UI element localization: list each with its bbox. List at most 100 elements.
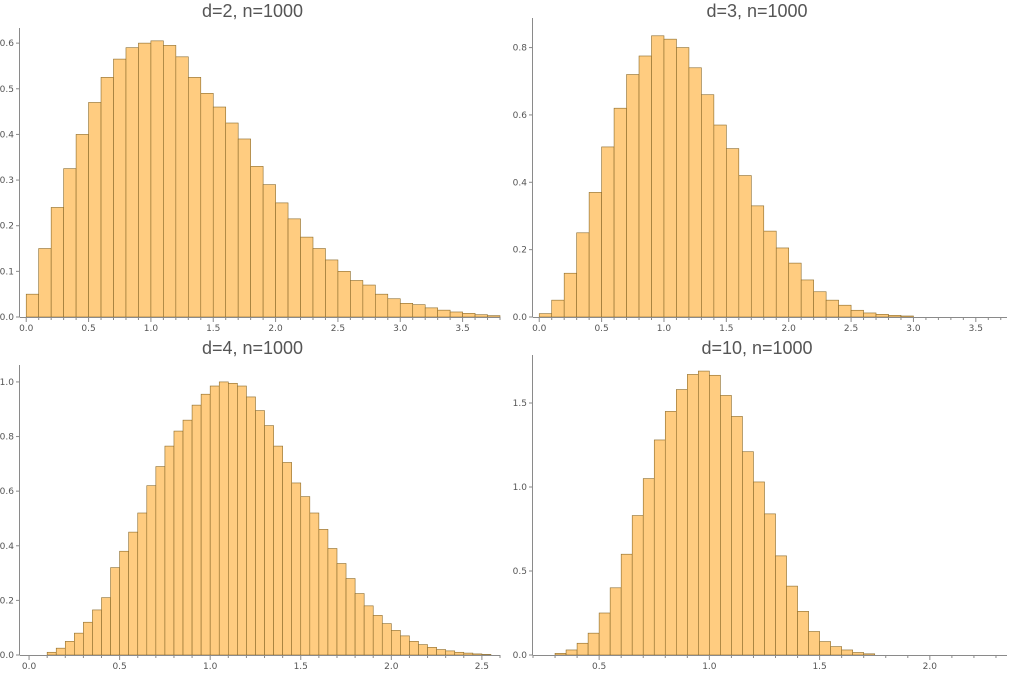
histogram-bar <box>863 653 876 656</box>
y-tick-label: 0.2 <box>513 246 527 256</box>
histogram-bar <box>852 652 864 656</box>
x-tick-label: 0.0 <box>532 324 547 334</box>
histogram-bar <box>763 230 777 318</box>
panel-d2: d=2, n=1000 0.0 0.5 1.0 1.5 2.0 2.5 3.0 3.5 0.0 0… <box>0 0 505 337</box>
histogram-bar <box>863 312 877 318</box>
histogram-bar <box>375 293 389 318</box>
histogram-bar <box>412 304 426 318</box>
histogram-bar <box>588 192 602 318</box>
y-tick-label: 1.0 <box>0 378 14 388</box>
y-tick-label: 0.6 <box>0 487 14 497</box>
histogram-bar <box>750 205 765 318</box>
panel-d3: d=3, n=1000 0.0 0.5 1.0 1.5 2.0 2.5 3.0 3.5 0.0 0… <box>505 0 1009 337</box>
panel-d10: d=10, n=1000 0.5 1.0 1.5 2.0 0.0 0.5 1.0 1.5 <box>505 337 1009 674</box>
histogram-bar <box>775 555 787 656</box>
histogram-bar <box>454 651 465 656</box>
histogram-bar <box>273 445 283 656</box>
x-tick-label: 1.0 <box>203 662 218 672</box>
histogram-bar <box>850 309 864 318</box>
x-tick-label: 0.0 <box>19 324 34 334</box>
histogram-bar <box>25 293 39 318</box>
chart-title: d=4, n=1000 <box>201 338 304 358</box>
histogram-bar <box>698 370 710 656</box>
histogram-bar <box>164 445 175 656</box>
x-tick-label: 2.0 <box>268 324 283 334</box>
x-tick-label: 1.0 <box>657 324 672 334</box>
histogram-bar <box>738 175 752 318</box>
y-tick-label: 0.0 <box>513 313 528 323</box>
y-tick-label: 0.6 <box>513 111 528 121</box>
histogram-bar <box>38 248 52 318</box>
histogram-bar <box>264 425 274 656</box>
x-tick-label: 1.0 <box>702 662 717 672</box>
chart-title: d=10, n=1000 <box>701 338 813 358</box>
histogram-bar <box>64 641 75 656</box>
histogram-bar <box>137 512 148 656</box>
histogram-bar <box>653 439 666 656</box>
histogram-bar <box>188 77 202 318</box>
histogram-bar <box>309 512 320 656</box>
histogram-bar <box>463 652 474 656</box>
x-tick-label: 1.5 <box>206 324 220 334</box>
x-tick-label: 0.5 <box>592 662 606 672</box>
x-tick-label: 2.5 <box>844 324 858 334</box>
x-tick-label: 3.0 <box>393 324 408 334</box>
histogram-bar <box>237 138 251 318</box>
histogram-bar <box>713 124 727 318</box>
y-tick-label: 0.5 <box>0 85 14 95</box>
y-tick-label: 0.3 <box>0 176 14 186</box>
histogram-bar <box>449 311 463 318</box>
y-tick-label: 0.0 <box>0 313 14 323</box>
histogram-bar <box>786 585 798 656</box>
histogram-bar <box>318 529 329 656</box>
histogram-bar <box>312 248 326 318</box>
x-tick-label: 1.5 <box>294 662 308 672</box>
histogram-bar <box>427 647 437 656</box>
histogram-bar <box>424 307 438 318</box>
histogram-bar <box>808 631 820 656</box>
histogram-bar <box>255 410 265 656</box>
y-tick-label: 0.4 <box>0 542 14 552</box>
panel-d4: d=4, n=1000 0.0 0.5 1.0 1.5 2.0 2.5 0.0 0.2 0.4 0… <box>0 337 505 674</box>
histogram-bar <box>436 649 446 656</box>
histogram-bar <box>350 280 364 318</box>
histogram-bar <box>246 396 256 656</box>
histogram-bar <box>110 567 120 656</box>
y-tick-label: 1.0 <box>513 483 528 493</box>
histogram-bar <box>642 478 655 656</box>
histogram-bar <box>775 247 790 318</box>
histogram-bar <box>291 482 302 656</box>
histogram-bar <box>576 232 590 318</box>
y-tick-label: 0.6 <box>0 39 14 49</box>
x-tick-label: 2.5 <box>331 324 345 334</box>
y-tick-label: 0.0 <box>513 651 528 661</box>
histogram-bar <box>75 134 89 318</box>
y-tick-label: 1.5 <box>513 399 527 409</box>
histogram-bar <box>437 309 451 318</box>
histogram-bar <box>74 632 84 656</box>
histogram-bar <box>336 563 347 656</box>
histogram-bar <box>609 587 622 656</box>
histogram-bar <box>688 67 702 318</box>
histogram-d10: 0.5 1.0 1.5 2.0 0.0 0.5 1.0 1.5 <box>513 355 1007 672</box>
histogram-bar <box>163 45 177 318</box>
histogram-bar <box>262 184 276 318</box>
histogram-bar <box>400 635 410 656</box>
histogram-bar <box>753 481 765 656</box>
x-tick-label: 1.5 <box>719 324 733 334</box>
x-tick-label: 3.0 <box>906 324 921 334</box>
histogram-bar <box>841 649 853 656</box>
histogram-bar <box>191 404 202 656</box>
histogram-bar <box>182 419 193 656</box>
histogram-bar <box>487 315 501 318</box>
histogram-bar <box>651 35 665 318</box>
x-tick-label: 3.5 <box>455 324 469 334</box>
histogram-bar <box>92 609 102 656</box>
histogram-bar <box>813 291 827 318</box>
histogram-d4: 0.0 0.5 1.0 1.5 2.0 2.5 0.0 0.2 0.4 0.6 0.8 1.0 <box>0 365 501 672</box>
histogram-bar <box>551 299 565 318</box>
histogram-d3: 0.0 0.5 1.0 1.5 2.0 2.5 3.0 3.5 0.0 0.2 0.4 0.6 0.8 <box>513 18 1007 334</box>
x-tick-label: 0.0 <box>22 662 37 672</box>
histogram-bar <box>225 122 239 318</box>
histogram-bar <box>664 411 677 656</box>
